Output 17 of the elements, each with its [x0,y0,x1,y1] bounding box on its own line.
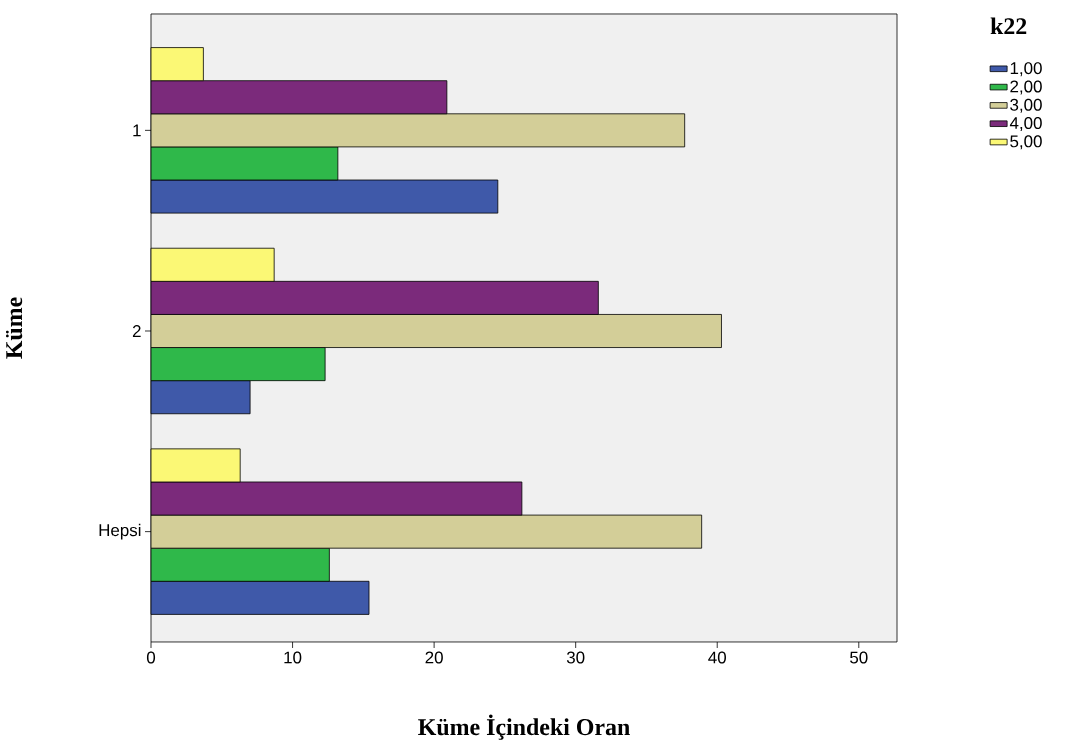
legend-label: 5,00 [1010,135,1042,150]
y-tick-label: Hepsi [99,523,141,540]
legend-label: 2,00 [1010,80,1042,95]
y-axis-title: Küme [5,297,23,359]
legend-title: k22 [990,17,1027,35]
x-axis-title: Küme İçindeki Oran [418,714,630,740]
x-tick-label: 50 [850,651,868,664]
legend-label: 3,00 [1010,98,1042,113]
legend-label: 1,00 [1010,62,1042,77]
x-tick-label: 40 [708,651,726,664]
x-tick-label: 0 [146,651,156,664]
y-tick-label: 1 [133,124,141,137]
x-tick-label: 20 [425,651,443,664]
y-tick-label: 2 [132,325,141,337]
x-tick-label: 10 [284,651,302,664]
x-tick-label: 30 [566,651,585,664]
legend-label: 4,00 [1009,117,1042,132]
